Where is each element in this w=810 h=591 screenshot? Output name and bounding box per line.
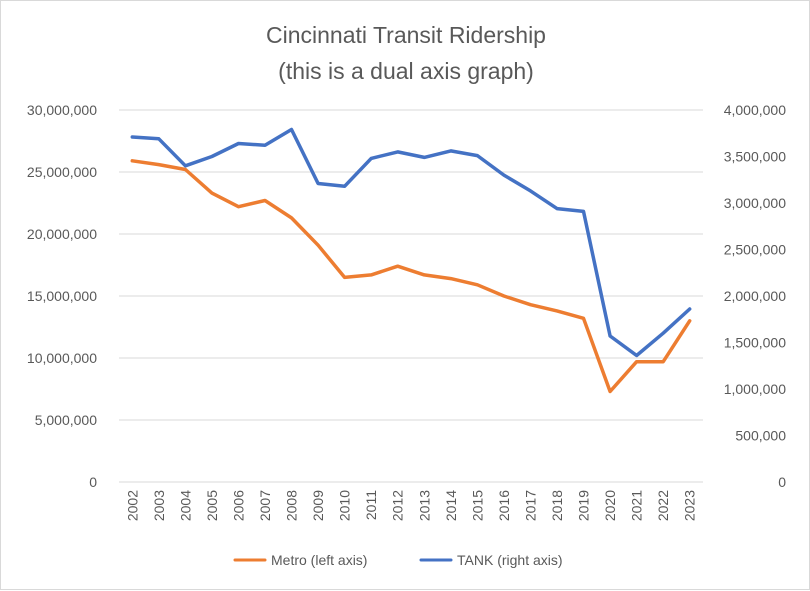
- left-axis-tick-label: 20,000,000: [27, 226, 97, 242]
- chart-title: Cincinnati Transit Ridership: [266, 22, 546, 48]
- x-axis-tick-label: 2014: [443, 490, 459, 521]
- right-axis-tick-label: 3,000,000: [724, 195, 786, 211]
- series-line-tank: [130, 127, 692, 358]
- right-axis-tick-label: 2,500,000: [724, 242, 786, 258]
- x-axis-tick-label: 2006: [230, 490, 246, 521]
- x-axis-tick-labels: 2002 2003 2004 2005 2006 2007 2008 2009 2010 2011…: [124, 490, 697, 521]
- right-axis-tick-label: 0: [778, 474, 786, 490]
- x-axis-tick-label: 2007: [257, 490, 273, 521]
- series-lines: [130, 127, 692, 394]
- x-axis-tick-label: 2021: [629, 490, 645, 521]
- x-axis-tick-label: 2017: [522, 490, 538, 521]
- x-axis-tick-label: 2013: [416, 490, 432, 521]
- right-axis-tick-label: 2,000,000: [724, 288, 786, 304]
- right-axis-tick-label: 1,000,000: [724, 381, 786, 397]
- legend-label-tank: TANK (right axis): [457, 552, 563, 568]
- x-axis-tick-label: 2002: [124, 490, 140, 521]
- x-axis-tick-label: 2016: [496, 490, 512, 521]
- legend: Metro (left axis) TANK (right axis): [233, 552, 563, 568]
- left-axis-tick-label: 15,000,000: [27, 288, 97, 304]
- gridlines: [119, 109, 703, 483]
- legend-label-metro: Metro (left axis): [271, 552, 367, 568]
- left-axis-tick-label: 25,000,000: [27, 164, 97, 180]
- x-axis-tick-label: 2022: [655, 490, 671, 521]
- x-axis-tick-label: 2018: [549, 490, 565, 521]
- series-line-metro: [130, 159, 692, 394]
- left-axis-tick-label: 30,000,000: [27, 102, 97, 118]
- x-axis-tick-label: 2005: [204, 490, 220, 521]
- left-axis-tick-labels: 0 5,000,000 10,000,000 15,000,000 20,000,000…: [27, 102, 97, 490]
- right-axis-tick-labels: 0 500,000 1,000,000 1,500,000 2,000,000 2,500…: [724, 102, 787, 490]
- chart-subtitle: (this is a dual axis graph): [278, 58, 534, 84]
- x-axis-tick-label: 2020: [602, 490, 618, 521]
- x-axis-tick-label: 2008: [284, 490, 300, 521]
- x-axis-tick-label: 2015: [469, 490, 485, 521]
- x-axis-tick-label: 2012: [390, 490, 406, 521]
- right-axis-tick-label: 1,500,000: [724, 335, 786, 351]
- x-axis-tick-label: 2003: [151, 490, 167, 521]
- left-axis-tick-label: 10,000,000: [27, 350, 97, 366]
- x-axis-tick-label: 2011: [363, 490, 379, 520]
- x-axis-tick-label: 2019: [576, 490, 592, 521]
- x-axis-tick-label: 2010: [337, 490, 353, 521]
- x-axis-tick-label: 2023: [682, 490, 698, 521]
- x-axis-tick-label: 2009: [310, 490, 326, 521]
- right-axis-tick-label: 500,000: [735, 428, 786, 444]
- left-axis-tick-label: 0: [89, 474, 97, 490]
- right-axis-tick-label: 3,500,000: [724, 149, 786, 165]
- right-axis-tick-label: 4,000,000: [724, 102, 786, 118]
- x-axis-tick-label: 2004: [177, 490, 193, 521]
- left-axis-tick-label: 5,000,000: [35, 412, 97, 428]
